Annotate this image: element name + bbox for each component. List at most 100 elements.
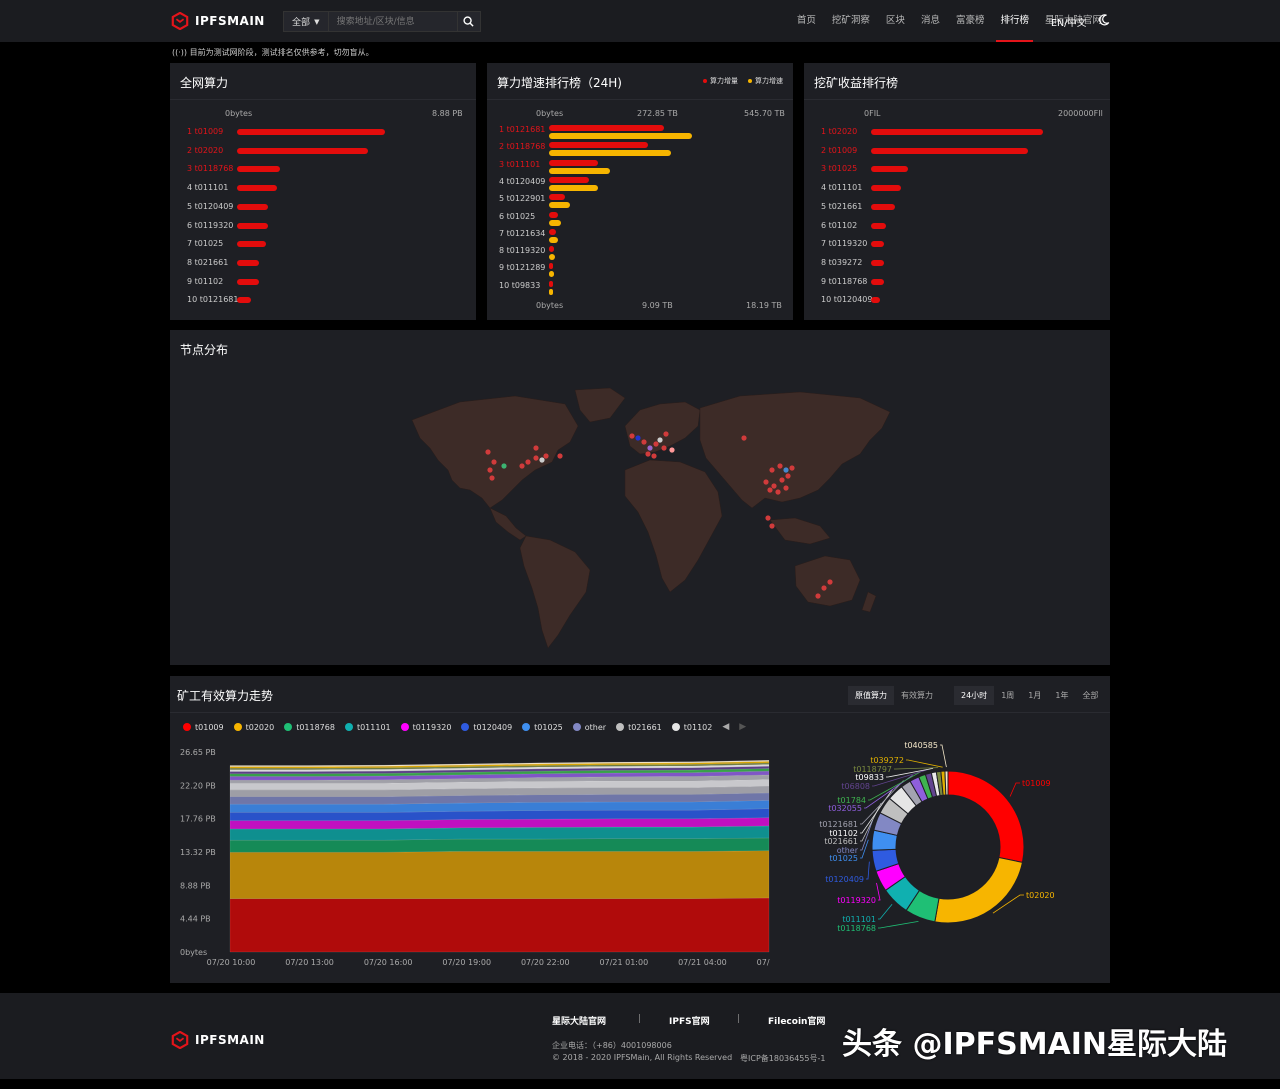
node-marker[interactable]: [763, 479, 769, 485]
rank-bar[interactable]: [871, 259, 884, 266]
rank-bar[interactable]: [871, 278, 884, 285]
increment-bar[interactable]: [549, 194, 566, 201]
node-marker[interactable]: [485, 449, 491, 455]
rank-label[interactable]: 9 t01102: [187, 276, 224, 286]
rank-label[interactable]: 2 t01009: [821, 145, 858, 155]
nav-item-2[interactable]: 区块: [885, 15, 905, 26]
rate-bar[interactable]: [549, 184, 599, 191]
footer-link-ipfsmain[interactable]: 星际大陆官网: [552, 1017, 607, 1027]
rate-bar[interactable]: [549, 254, 555, 261]
donut-slice-t02020[interactable]: [934, 856, 1024, 924]
node-marker[interactable]: [657, 437, 663, 443]
rank-label[interactable]: 6 t01025: [499, 211, 536, 221]
language-switch[interactable]: EN/中文: [1051, 15, 1086, 29]
rate-bar[interactable]: [549, 219, 561, 226]
node-marker[interactable]: [769, 523, 775, 529]
footer-logo[interactable]: IPFSMAIN: [171, 1031, 265, 1049]
node-marker[interactable]: [501, 463, 507, 469]
rank-label[interactable]: 5 t0120409: [187, 201, 234, 211]
nav-item-3[interactable]: 消息: [920, 15, 940, 26]
node-marker[interactable]: [635, 435, 641, 441]
legend-item[interactable]: t011101: [344, 723, 391, 732]
rank-label[interactable]: 7 t0121634: [499, 228, 546, 238]
legend-item[interactable]: t021661: [616, 723, 662, 732]
legend-item[interactable]: t01025: [522, 723, 563, 732]
rank-bar[interactable]: [237, 147, 369, 154]
rank-bar[interactable]: [871, 129, 1043, 135]
theme-toggle[interactable]: [1098, 14, 1110, 29]
rank-label[interactable]: 10 t0120409: [821, 295, 873, 305]
rank-bar[interactable]: [237, 203, 268, 210]
rank-label[interactable]: 9 t0118768: [821, 276, 868, 286]
node-marker[interactable]: [663, 431, 669, 437]
area-chart[interactable]: 26.65 PB 22.20 PB 17.76 PB 13.32 PB 8.88 PB 4…: [170, 745, 770, 970]
rank-label[interactable]: 7 t0119320: [821, 239, 868, 249]
node-marker[interactable]: [543, 453, 549, 459]
increment-bar[interactable]: [549, 159, 599, 166]
node-marker[interactable]: [661, 445, 667, 451]
logo[interactable]: IPFSMAIN: [171, 12, 265, 30]
legend-prev-icon[interactable]: ◀: [722, 722, 730, 732]
rank-bar[interactable]: [871, 241, 884, 248]
footer-link-ipfs[interactable]: IPFS官网: [669, 1017, 710, 1027]
node-marker[interactable]: [557, 453, 563, 459]
node-marker[interactable]: [783, 485, 789, 491]
lang-zh[interactable]: 中文: [1067, 18, 1087, 29]
increment-bar[interactable]: [549, 176, 589, 183]
increment-bar[interactable]: [549, 211, 559, 218]
rank-label[interactable]: 1 t02020: [821, 127, 858, 136]
node-marker[interactable]: [789, 465, 795, 471]
footer-link-filecoin[interactable]: Filecoin官网: [768, 1017, 826, 1027]
rank-bar[interactable]: [237, 129, 385, 135]
rank-label[interactable]: 8 t0119320: [499, 246, 546, 256]
rank-label[interactable]: 8 t021661: [187, 257, 229, 267]
rank-label[interactable]: 3 t01025: [821, 164, 858, 174]
increment-bar[interactable]: [549, 125, 665, 131]
node-marker[interactable]: [785, 473, 791, 479]
rank-label[interactable]: 6 t01102: [821, 220, 858, 230]
area-series-t011101[interactable]: [229, 825, 770, 841]
node-marker[interactable]: [815, 593, 821, 599]
rank-label[interactable]: 4 t011101: [187, 183, 229, 193]
rank-label[interactable]: 7 t01025: [187, 239, 224, 249]
increment-bar[interactable]: [549, 142, 648, 149]
node-marker[interactable]: [533, 455, 539, 461]
rank-label[interactable]: 1 t0121681: [499, 125, 546, 134]
increment-bar[interactable]: [549, 228, 557, 235]
rank-bar[interactable]: [237, 185, 277, 192]
rate-bar[interactable]: [549, 288, 554, 295]
legend-next-icon[interactable]: ▶: [739, 722, 747, 732]
range-tab-4[interactable]: 全部: [1082, 691, 1099, 700]
legend-item[interactable]: t0119320: [400, 723, 451, 732]
rank-label[interactable]: 6 t0119320: [187, 220, 234, 230]
rank-label[interactable]: 9 t0121289: [499, 263, 546, 273]
nav-item-4[interactable]: 富豪榜: [955, 15, 985, 26]
nav-item-6[interactable]: 星际大陆官网: [1044, 15, 1102, 26]
legend-rate[interactable]: 算力增速: [748, 76, 783, 86]
rank-bar[interactable]: [237, 278, 259, 285]
node-marker[interactable]: [777, 463, 783, 469]
legend-item[interactable]: t01102: [671, 723, 712, 732]
mode-tab-0[interactable]: 原值算力: [848, 686, 894, 705]
rate-bar[interactable]: [549, 167, 611, 174]
rank-bar[interactable]: [871, 147, 1028, 154]
rank-label[interactable]: 4 t011101: [821, 183, 863, 193]
increment-bar[interactable]: [549, 280, 553, 287]
rank-bar[interactable]: [237, 297, 252, 304]
rank-label[interactable]: 5 t021661: [821, 201, 863, 211]
rank-bar[interactable]: [871, 297, 880, 304]
node-marker[interactable]: [767, 487, 773, 493]
mode-tab-1[interactable]: 有效算力: [901, 691, 933, 700]
rank-bar[interactable]: [237, 222, 268, 229]
node-marker[interactable]: [821, 585, 827, 591]
node-marker[interactable]: [647, 445, 653, 451]
area-series-t01009[interactable]: [229, 897, 770, 953]
node-marker[interactable]: [489, 475, 495, 481]
node-marker[interactable]: [771, 483, 777, 489]
area-series-t06808[interactable]: [229, 766, 770, 774]
legend-item[interactable]: t0120409: [461, 723, 512, 732]
legend-item[interactable]: t01009: [183, 723, 224, 732]
area-series-t0120409[interactable]: [229, 808, 770, 821]
rank-bar[interactable]: [871, 166, 908, 173]
